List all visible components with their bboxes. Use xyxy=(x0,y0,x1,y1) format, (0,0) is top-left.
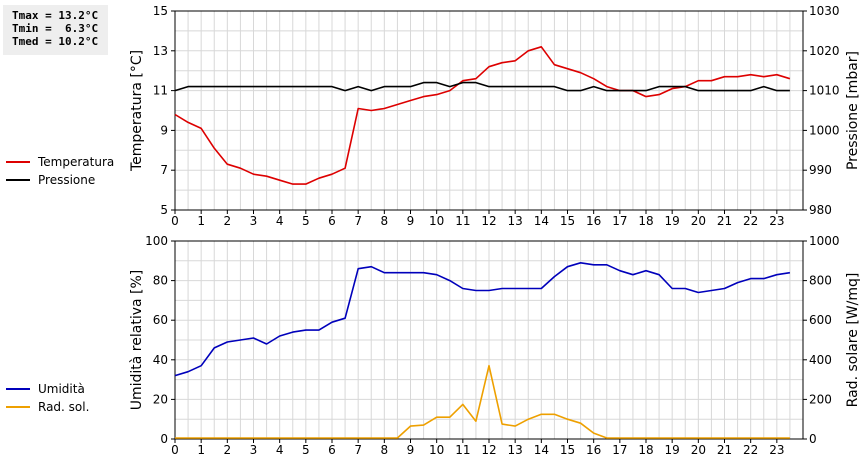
x-tick-label: 7 xyxy=(354,214,362,228)
x-tick-label: 9 xyxy=(407,443,415,457)
legend-label: Pressione xyxy=(38,173,95,187)
series-line-0-1 xyxy=(174,81,790,92)
x-tick-label: 7 xyxy=(354,443,362,457)
x-tick-label: 8 xyxy=(381,443,389,457)
x-tick-label: 16 xyxy=(586,214,601,228)
y-left-tick-label: 100 xyxy=(145,234,168,248)
legend-label: Temperatura xyxy=(37,155,114,169)
humidity-radiation-chart: 0 1 2 3 4 5 6 7 8 9 10 11 12 13 14 15 16 17 18 19 20 21 22 2302… xyxy=(6,234,860,457)
x-tick-label: 6 xyxy=(328,443,336,457)
y-right-tick-label: 1000 xyxy=(809,234,840,248)
temperature-stats-box: Tmax = 13.2°C Tmin = 6.3°C Tmed = 10.2°C xyxy=(3,5,108,55)
y-right-tick-label: 990 xyxy=(809,163,832,177)
x-tick-label: 19 xyxy=(665,443,680,457)
series-line-0-0 xyxy=(174,45,791,185)
x-tick-label: 12 xyxy=(481,214,496,228)
series-line-1-1 xyxy=(175,364,790,439)
y-right-tick-label: 200 xyxy=(809,392,832,406)
x-tick-label: 17 xyxy=(612,443,627,457)
x-tick-label: 2 xyxy=(224,214,232,228)
x-tick-label: 1 xyxy=(197,443,205,457)
y-right-tick-label: 600 xyxy=(809,313,832,327)
x-tick-label: 18 xyxy=(638,214,653,228)
x-tick-label: 10 xyxy=(429,443,444,457)
y-right-tick-label: 980 xyxy=(809,203,832,217)
x-tick-label: 0 xyxy=(171,443,179,457)
x-tick-label: 5 xyxy=(302,214,310,228)
x-tick-label: 18 xyxy=(638,443,653,457)
y-left-tick-label: 60 xyxy=(153,313,168,327)
x-tick-label: 4 xyxy=(276,214,284,228)
y-right-tick-label: 1020 xyxy=(809,44,840,58)
x-tick-label: 2 xyxy=(224,443,232,457)
x-tick-label: 15 xyxy=(560,214,575,228)
x-tick-label: 0 xyxy=(171,214,179,228)
x-tick-label: 12 xyxy=(481,443,496,457)
y-left-axis-label: Temperatura [°C] xyxy=(129,50,145,172)
y-left-tick-label: 80 xyxy=(153,274,168,288)
y-left-tick-label: 5 xyxy=(160,203,168,217)
x-tick-label: 22 xyxy=(743,214,758,228)
x-tick-label: 11 xyxy=(455,214,470,228)
temperature-pressure-chart: 0 1 2 3 4 5 6 7 8 9 10 11 12 13 14 15 16 17 18 19 20 21 22 2357… xyxy=(6,4,860,228)
y-left-tick-label: 7 xyxy=(160,163,168,177)
x-tick-label: 10 xyxy=(429,214,444,228)
x-tick-label: 19 xyxy=(665,214,680,228)
x-tick-label: 21 xyxy=(717,443,732,457)
tmax-text: Tmax = 13.2°C xyxy=(12,9,99,22)
x-tick-label: 20 xyxy=(691,214,706,228)
x-tick-label: 22 xyxy=(743,443,758,457)
x-tick-label: 3 xyxy=(250,443,258,457)
x-tick-label: 6 xyxy=(328,214,336,228)
y-left-tick-label: 15 xyxy=(153,4,168,18)
x-tick-label: 13 xyxy=(508,214,523,228)
legend-label: Rad. sol. xyxy=(38,400,89,414)
y-left-tick-label: 13 xyxy=(153,44,168,58)
tmin-text: Tmin = 6.3°C xyxy=(12,22,99,35)
x-tick-label: 11 xyxy=(455,443,470,457)
series-line-1-0 xyxy=(174,261,791,377)
x-tick-label: 20 xyxy=(691,443,706,457)
y-right-tick-label: 1010 xyxy=(809,84,840,98)
y-right-tick-label: 1030 xyxy=(809,4,840,18)
y-left-tick-label: 9 xyxy=(160,123,168,137)
y-right-axis-label: Rad. solare [W/mq] xyxy=(845,273,860,408)
y-left-tick-label: 0 xyxy=(160,432,168,446)
x-tick-label: 3 xyxy=(250,214,258,228)
x-tick-label: 9 xyxy=(407,214,415,228)
x-tick-label: 4 xyxy=(276,443,284,457)
y-left-tick-label: 20 xyxy=(153,392,168,406)
x-tick-label: 21 xyxy=(717,214,732,228)
y-left-axis-label: Umidità relativa [%] xyxy=(129,270,145,411)
legend-label: Umidità xyxy=(38,382,85,396)
y-right-axis-label: Pressione [mbar] xyxy=(845,51,860,170)
y-right-tick-label: 400 xyxy=(809,353,832,367)
tmed-text: Tmed = 10.2°C xyxy=(12,35,99,48)
y-right-tick-label: 1000 xyxy=(809,123,840,137)
x-tick-label: 15 xyxy=(560,443,575,457)
y-right-tick-label: 800 xyxy=(809,274,832,288)
x-tick-label: 14 xyxy=(534,214,549,228)
x-tick-label: 23 xyxy=(769,214,784,228)
x-tick-label: 8 xyxy=(381,214,389,228)
x-tick-label: 5 xyxy=(302,443,310,457)
x-tick-label: 23 xyxy=(769,443,784,457)
x-tick-label: 17 xyxy=(612,214,627,228)
x-tick-label: 16 xyxy=(586,443,601,457)
y-left-tick-label: 40 xyxy=(153,353,168,367)
x-tick-label: 13 xyxy=(508,443,523,457)
y-right-tick-label: 0 xyxy=(809,432,817,446)
y-left-tick-label: 11 xyxy=(153,84,168,98)
x-tick-label: 14 xyxy=(534,443,549,457)
x-tick-label: 1 xyxy=(197,214,205,228)
